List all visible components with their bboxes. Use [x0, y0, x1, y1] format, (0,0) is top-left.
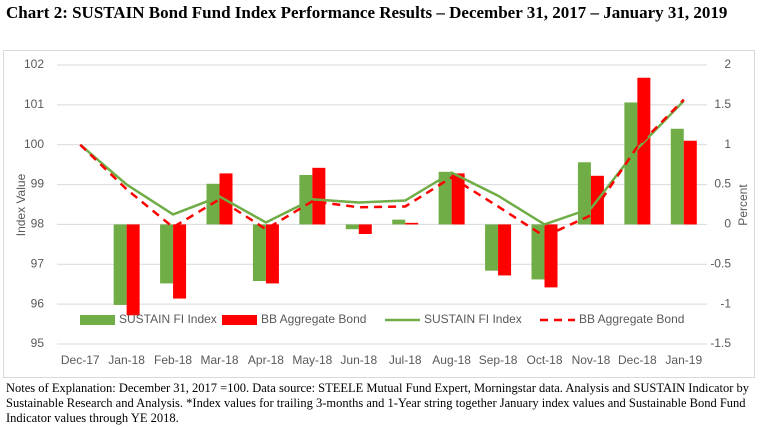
y-tick-label: 98 — [31, 217, 45, 231]
bar — [299, 175, 313, 225]
bar — [637, 77, 651, 225]
bar — [265, 224, 279, 284]
bar — [173, 224, 187, 299]
x-tick-label: Mar-18 — [200, 353, 238, 367]
bar — [358, 224, 372, 234]
y2-tick-label: -0.5 — [710, 256, 731, 270]
chart-border — [3, 50, 755, 378]
x-tick-label: Dec-18 — [618, 353, 657, 367]
x-tick-label: Jul-18 — [389, 353, 422, 367]
y-tick-label: 96 — [31, 296, 45, 310]
bar — [485, 224, 499, 271]
bar — [670, 128, 684, 225]
y2-tick-label: 1 — [724, 137, 731, 151]
y2-tick-label: 1.5 — [714, 97, 731, 111]
x-tick-label: Jun-18 — [340, 353, 377, 367]
bar — [160, 224, 174, 284]
legend-swatch — [222, 315, 257, 325]
bar — [405, 222, 419, 225]
x-tick-label: Feb-18 — [154, 353, 192, 367]
y2-tick-label: -1.5 — [710, 336, 731, 350]
bar — [312, 167, 326, 225]
bar — [624, 102, 638, 225]
x-tick-label: Nov-18 — [572, 353, 611, 367]
x-tick-label: Sep-18 — [479, 353, 518, 367]
bar — [544, 224, 558, 288]
x-tick-label: Aug-18 — [432, 353, 471, 367]
bar — [113, 224, 127, 305]
x-tick-label: Oct-18 — [526, 353, 562, 367]
y2-tick-label: 0.5 — [714, 177, 731, 191]
legend-label: BB Aggregate Bond — [579, 312, 684, 326]
y2-tick-label: 0 — [724, 217, 731, 231]
legend-label: SUSTAIN FI Index — [424, 312, 522, 326]
legend-swatch — [80, 315, 115, 325]
chart-title: Chart 2: SUSTAIN Bond Fund Index Perform… — [6, 3, 728, 22]
y-tick-label: 99 — [31, 177, 45, 191]
legend-label: SUSTAIN FI Index — [119, 312, 217, 326]
bar — [126, 224, 140, 316]
y-tick-label: 95 — [31, 336, 45, 350]
x-tick-label: Jan-19 — [665, 353, 702, 367]
y2-tick-label: -1 — [720, 296, 731, 310]
y-tick-label: 102 — [24, 57, 44, 71]
y2-axis-label: Percent — [736, 184, 750, 226]
y2-tick-label: 2 — [724, 57, 731, 71]
line — [79, 100, 685, 226]
bar — [392, 219, 406, 225]
bar — [683, 140, 697, 225]
bar — [451, 173, 465, 225]
bar — [531, 224, 545, 280]
y-tick-label: 100 — [24, 137, 44, 151]
line — [79, 98, 685, 238]
x-tick-label: Apr-18 — [248, 353, 284, 367]
bar — [498, 224, 512, 276]
y-tick-label: 97 — [31, 256, 45, 270]
x-tick-label: Dec-17 — [61, 353, 100, 367]
bar — [345, 224, 359, 230]
y-tick-label: 101 — [24, 97, 44, 111]
y-axis-label: Index Value — [14, 173, 28, 236]
notes: Notes of Explanation: December 31, 2017 … — [6, 381, 750, 425]
legend-label: BB Aggregate Bond — [261, 312, 366, 326]
x-tick-label: May-18 — [292, 353, 332, 367]
x-tick-label: Jan-18 — [108, 353, 145, 367]
bar — [252, 224, 266, 282]
